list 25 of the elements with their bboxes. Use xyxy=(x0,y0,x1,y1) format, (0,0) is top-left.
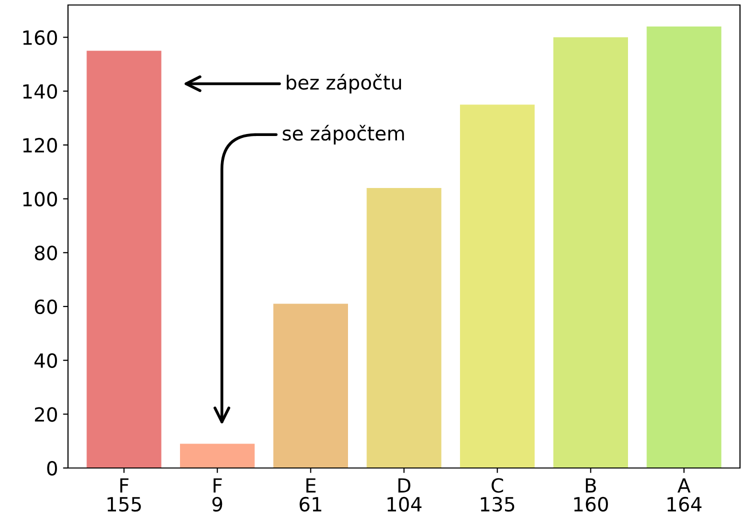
bar xyxy=(180,444,255,468)
y-tick-label: 0 xyxy=(47,460,57,476)
x-tick-label: A 164 xyxy=(668,478,702,512)
bar xyxy=(366,188,442,468)
bar xyxy=(86,50,162,468)
x-tick-label: B 160 xyxy=(574,478,608,512)
y-tick-label: 20 xyxy=(34,407,57,422)
y-tick-label: 60 xyxy=(34,299,57,314)
y-tick-label: 80 xyxy=(34,246,57,260)
bar xyxy=(646,26,722,468)
x-tick-label: C 135 xyxy=(480,478,514,512)
annotation: se zápočtem xyxy=(282,124,404,144)
annotation: bez zápočtu xyxy=(286,74,401,94)
bar xyxy=(553,37,628,468)
y-tick-label: 140 xyxy=(23,84,57,99)
bar xyxy=(273,304,348,468)
y-tick-label: 100 xyxy=(23,192,57,206)
x-tick-label: D 104 xyxy=(388,478,422,512)
bar xyxy=(460,104,535,468)
x-tick-label: E 61 xyxy=(300,478,322,512)
y-tick-label: 160 xyxy=(23,30,57,45)
x-tick-label: F 9 xyxy=(212,478,222,512)
x-tick-label: F 155 xyxy=(108,478,141,512)
y-tick-label: 120 xyxy=(23,138,57,153)
y-tick-label: 40 xyxy=(34,353,57,368)
